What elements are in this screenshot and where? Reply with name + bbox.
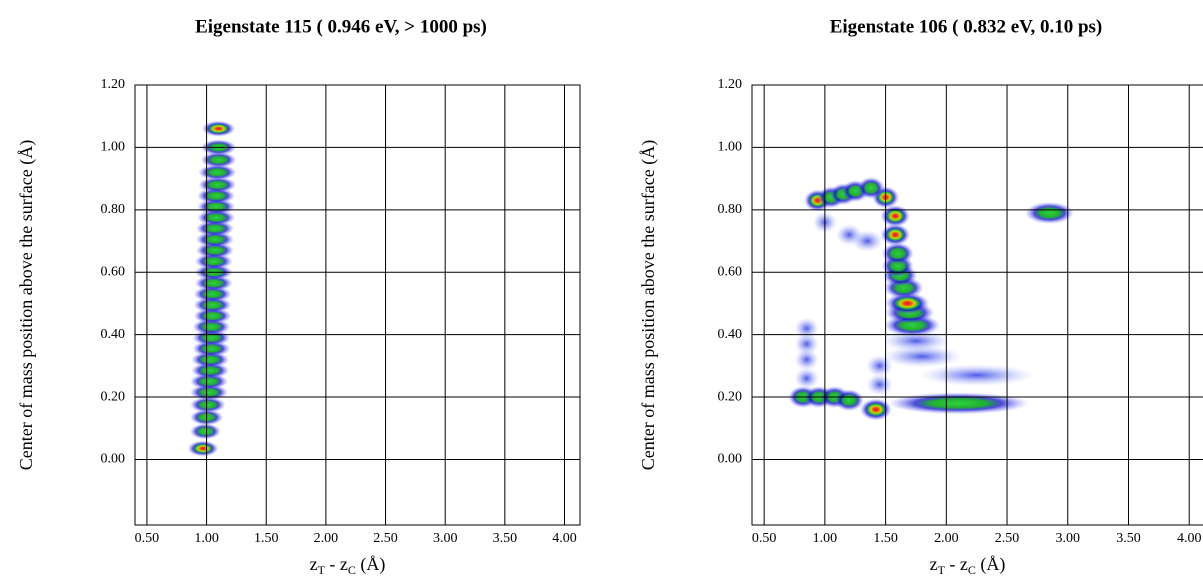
density-peak — [187, 440, 219, 457]
density-peak — [834, 389, 864, 412]
x-axis-label: zT - zC (Å) — [930, 554, 1006, 577]
density-peak — [189, 396, 226, 413]
x-tick-label: 3.00 — [1056, 531, 1081, 546]
density-peak — [794, 348, 819, 371]
y-axis-label: Center of mass position above the surfac… — [16, 140, 37, 470]
density-peak — [880, 223, 911, 246]
density-map — [187, 120, 237, 457]
x-tick-label: 2.50 — [373, 531, 398, 546]
density-peak — [881, 242, 914, 265]
x-tick-label: 0.50 — [752, 531, 777, 546]
x-axis-label-subscript: T — [318, 563, 326, 577]
x-tick-label: 0.50 — [135, 531, 160, 546]
density-peak — [881, 345, 963, 368]
x-tick-label: 2.00 — [314, 531, 339, 546]
density-peak — [794, 367, 819, 390]
density-peak — [880, 205, 911, 228]
y-tick-label: 1.00 — [101, 140, 126, 155]
chart-title: Eigenstate 115 ( 0.946 eV, > 1000 ps) — [195, 16, 487, 37]
density-peak — [881, 329, 951, 352]
x-axis-label-part: (Å) — [976, 554, 1006, 575]
x-axis-label: zT - zC (Å) — [310, 554, 386, 577]
x-tick-label: 2.00 — [934, 531, 959, 546]
density-peak — [859, 398, 892, 421]
x-tick-label: 3.00 — [433, 531, 458, 546]
density-peak — [918, 364, 1036, 387]
x-axis-label-part: z — [930, 554, 938, 574]
plot-frame — [751, 84, 1203, 526]
x-axis-label-part: - z — [945, 554, 968, 574]
x-tick-label: 3.50 — [493, 531, 518, 546]
y-tick-label: 0.80 — [718, 202, 743, 217]
density-peak — [857, 176, 885, 199]
density-peak — [794, 317, 819, 340]
y-tick-label: 0.60 — [718, 264, 743, 279]
y-tick-label: 0.00 — [101, 452, 126, 467]
y-axis-label: Center of mass position above the surfac… — [638, 140, 659, 470]
x-tick-label: 1.50 — [254, 531, 279, 546]
y-tick-label: 0.20 — [101, 389, 126, 404]
y-tick-label: 1.00 — [718, 140, 743, 155]
x-axis-label-subscript: T — [938, 563, 946, 577]
y-tick-label: 0.40 — [101, 327, 126, 342]
y-tick-label: 0.20 — [718, 389, 743, 404]
plot-frame — [134, 84, 581, 526]
density-map — [788, 176, 1075, 421]
x-axis-label-part: z — [310, 554, 318, 574]
density-peak — [189, 423, 221, 440]
x-axis-label-subscript: C — [968, 563, 976, 577]
chart-title: Eigenstate 106 ( 0.832 eV, 0.10 ps) — [830, 16, 1103, 37]
y-tick-label: 0.80 — [101, 202, 126, 217]
x-tick-label: 2.50 — [995, 531, 1020, 546]
x-tick-label: 1.50 — [873, 531, 898, 546]
y-tick-label: 1.20 — [718, 77, 743, 92]
x-tick-label: 3.50 — [1116, 531, 1141, 546]
y-tick-label: 0.00 — [718, 452, 743, 467]
x-tick-label: 4.00 — [552, 531, 577, 546]
density-peak — [198, 176, 237, 193]
x-axis-label-part: - z — [325, 554, 348, 574]
density-peak — [887, 392, 1030, 415]
y-tick-label: 1.20 — [101, 77, 126, 92]
density-peak — [865, 354, 894, 377]
density-peak — [865, 373, 894, 396]
x-axis-label-part: (Å) — [356, 554, 386, 575]
x-axis-label-subscript: C — [348, 563, 356, 577]
density-peak — [200, 151, 237, 168]
density-peak — [1025, 201, 1075, 224]
density-peak — [198, 164, 237, 181]
density-peak — [794, 333, 819, 356]
x-tick-label: 1.00 — [194, 531, 219, 546]
y-tick-label: 0.60 — [101, 264, 126, 279]
density-peak — [201, 120, 236, 137]
density-peak — [851, 230, 884, 253]
y-tick-label: 0.40 — [718, 327, 743, 342]
x-tick-label: 1.00 — [813, 531, 838, 546]
x-tick-label: 4.00 — [1177, 531, 1202, 546]
